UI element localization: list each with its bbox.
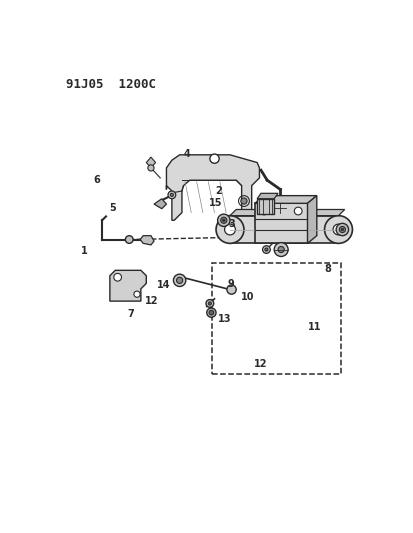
Circle shape bbox=[176, 277, 182, 284]
Text: 91J05  1200C: 91J05 1200C bbox=[66, 78, 155, 91]
Circle shape bbox=[224, 224, 235, 235]
Circle shape bbox=[260, 207, 267, 215]
Text: 7: 7 bbox=[127, 309, 133, 319]
Circle shape bbox=[262, 246, 270, 253]
Polygon shape bbox=[307, 196, 316, 244]
Circle shape bbox=[209, 310, 213, 315]
Polygon shape bbox=[140, 236, 154, 245]
Text: 1: 1 bbox=[80, 246, 87, 256]
Polygon shape bbox=[254, 196, 316, 203]
Circle shape bbox=[324, 216, 351, 244]
Text: 14: 14 bbox=[156, 280, 170, 290]
Circle shape bbox=[206, 308, 216, 317]
Circle shape bbox=[335, 223, 348, 236]
Text: 12: 12 bbox=[253, 359, 266, 368]
Polygon shape bbox=[166, 155, 259, 220]
Circle shape bbox=[125, 236, 133, 244]
Circle shape bbox=[340, 228, 343, 231]
Circle shape bbox=[222, 219, 224, 221]
Circle shape bbox=[264, 248, 267, 251]
Polygon shape bbox=[154, 199, 166, 209]
Polygon shape bbox=[256, 193, 278, 199]
Circle shape bbox=[273, 243, 287, 256]
Text: 10: 10 bbox=[241, 292, 254, 302]
Polygon shape bbox=[273, 203, 287, 213]
Circle shape bbox=[173, 274, 185, 287]
Text: 9: 9 bbox=[227, 279, 234, 288]
Bar bbox=[256, 199, 273, 214]
Circle shape bbox=[168, 191, 176, 199]
Circle shape bbox=[114, 273, 121, 281]
Circle shape bbox=[208, 302, 211, 305]
Text: 12: 12 bbox=[144, 296, 158, 306]
Circle shape bbox=[339, 227, 344, 232]
Text: 11: 11 bbox=[307, 321, 321, 332]
Text: 13: 13 bbox=[217, 314, 230, 324]
Circle shape bbox=[240, 198, 247, 204]
Circle shape bbox=[294, 207, 301, 215]
Text: 5: 5 bbox=[109, 204, 116, 213]
Circle shape bbox=[170, 193, 173, 196]
Circle shape bbox=[216, 216, 243, 244]
Circle shape bbox=[147, 165, 154, 171]
Bar bbox=[230, 216, 338, 244]
Circle shape bbox=[220, 217, 226, 223]
Text: 6: 6 bbox=[93, 175, 100, 185]
Circle shape bbox=[226, 285, 236, 294]
Text: 2: 2 bbox=[215, 186, 221, 196]
Text: 4: 4 bbox=[183, 149, 190, 159]
Bar bbox=[212, 263, 340, 374]
Circle shape bbox=[278, 246, 284, 253]
Circle shape bbox=[332, 224, 343, 235]
Polygon shape bbox=[146, 157, 155, 168]
Text: 3: 3 bbox=[228, 219, 234, 229]
Circle shape bbox=[209, 154, 218, 163]
Bar bbox=[254, 203, 307, 244]
Text: 15: 15 bbox=[208, 198, 222, 208]
Polygon shape bbox=[230, 209, 344, 216]
Circle shape bbox=[217, 214, 230, 227]
Circle shape bbox=[133, 291, 140, 297]
Circle shape bbox=[206, 300, 213, 308]
Polygon shape bbox=[109, 270, 146, 301]
Text: 8: 8 bbox=[323, 264, 330, 274]
